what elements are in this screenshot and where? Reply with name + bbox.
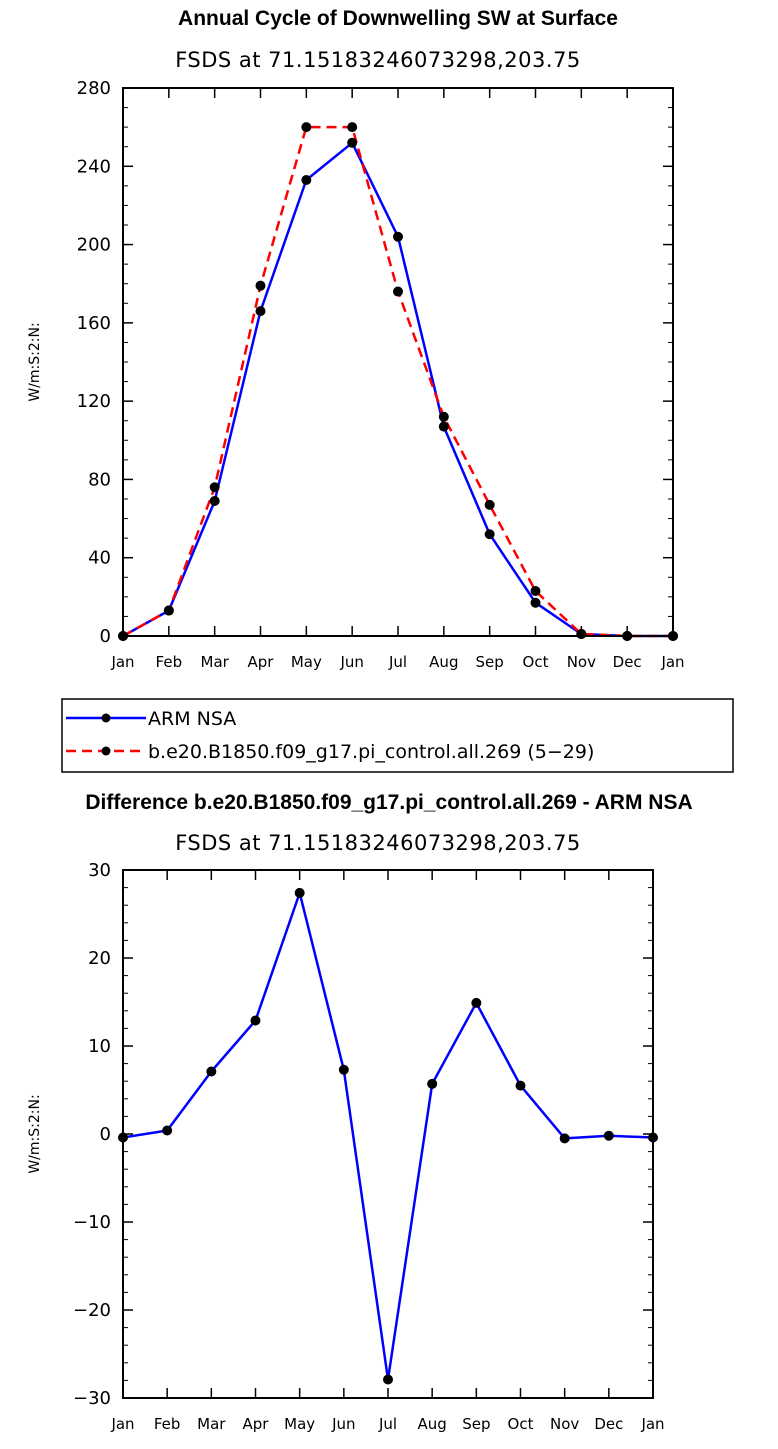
chart1-subtitle: FSDS at 71.15183246073298,203.75 <box>175 48 581 72</box>
c2-series-0-point-3 <box>250 1015 261 1026</box>
chart1-y-tick-labels: 0 40 80 120 160 200 240 280 <box>77 78 111 647</box>
chart1-frame <box>122 87 674 637</box>
c1-series-1-point-4 <box>301 122 312 133</box>
c1-xtick-label-5: Jun <box>339 653 363 671</box>
c1-series-1-point-7 <box>438 411 449 422</box>
chart2-title: Difference b.e20.B1850.f09_g17.pi_contro… <box>85 791 692 814</box>
chart2-x-tick-labels: Jan Feb Mar Apr May Jun Jul Aug Sep Oct Nov Dec Jan <box>110 1415 664 1433</box>
chart1-legend: ARM NSA b.e20.B1850.f09_g17.pi_control.a… <box>61 698 734 773</box>
chart2-y-tick-labels: −30 −20 −10 0 10 20 30 <box>73 860 111 1409</box>
chart2-ticks <box>122 869 654 1399</box>
c2-xtick-label-7: Aug <box>418 1415 447 1433</box>
legend-marker-model <box>101 746 111 756</box>
legend-label-arm-nsa: ARM NSA <box>148 708 236 730</box>
c1-ytick-label-7: 280 <box>77 78 111 99</box>
c1-xtick-label-10: Nov <box>567 653 596 671</box>
chart1-x-tick-labels: Jan Feb Mar Apr May Jun Jul Aug Sep Oct Nov Dec Jan <box>110 653 684 671</box>
c1-ytick-label-5: 200 <box>77 235 111 256</box>
c1-series-1-point-3 <box>255 280 266 291</box>
c1-xtick-label-4: May <box>291 653 322 671</box>
chart1-title: Annual Cycle of Downwelling SW at Surfac… <box>178 7 618 30</box>
c2-series-0-point-4 <box>294 887 305 898</box>
c2-series-0-point-8 <box>471 997 482 1008</box>
c2-xtick-label-3: Apr <box>243 1415 270 1433</box>
c2-ytick-label-3: 0 <box>100 1124 111 1145</box>
c1-series-1-point-2 <box>209 482 220 493</box>
chart1-series <box>118 122 678 641</box>
c2-series-0-point-1 <box>162 1125 173 1136</box>
c2-xtick-label-2: Mar <box>197 1415 226 1433</box>
chart2-series <box>118 887 658 1385</box>
c1-series-0-point-9 <box>530 597 541 608</box>
c1-xtick-label-0: Jan <box>110 653 134 671</box>
c2-ytick-label-2: −10 <box>73 1212 111 1233</box>
c1-series-0-point-7 <box>438 421 449 432</box>
chart1-ticks <box>122 87 674 637</box>
c2-series-0-point-10 <box>559 1133 570 1144</box>
c1-xtick-label-7: Aug <box>429 653 458 671</box>
c2-xtick-label-1: Feb <box>154 1415 181 1433</box>
c2-ytick-label-6: 30 <box>88 860 111 881</box>
c2-xtick-label-6: Jul <box>378 1415 397 1433</box>
c1-xtick-label-3: Apr <box>248 653 275 671</box>
c1-series-1-point-10 <box>576 629 587 640</box>
c1-series-1-point-6 <box>393 286 403 297</box>
c1-series-0-point-8 <box>484 529 495 540</box>
c1-series-line-0 <box>122 141 673 638</box>
c2-series-0-point-11 <box>603 1130 614 1141</box>
legend-label-model: b.e20.B1850.f09_g17.pi_control.all.269 (… <box>148 741 594 763</box>
c1-xtick-label-12: Jan <box>660 653 684 671</box>
chart2: Difference b.e20.B1850.f09_g17.pi_contro… <box>27 791 693 1433</box>
c1-series-0-point-3 <box>255 306 266 317</box>
c2-series-0-point-5 <box>338 1064 349 1075</box>
c1-series-1-point-5 <box>347 122 358 133</box>
c1-ytick-label-0: 0 <box>100 626 111 647</box>
c2-ytick-label-0: −30 <box>73 1388 111 1409</box>
c2-ytick-label-5: 20 <box>88 948 111 969</box>
c2-series-line-0 <box>122 891 654 1381</box>
c1-xtick-label-1: Feb <box>156 653 183 671</box>
c2-xtick-label-12: Jan <box>640 1415 664 1433</box>
c1-series-1-point-9 <box>530 585 541 596</box>
c2-ytick-label-1: −20 <box>73 1300 111 1321</box>
c2-xtick-label-5: Jun <box>331 1415 355 1433</box>
c2-series-0-point-6 <box>383 1374 393 1385</box>
c2-xtick-label-11: Dec <box>594 1415 623 1433</box>
c2-ytick-label-4: 10 <box>88 1036 111 1057</box>
c1-xtick-label-9: Oct <box>523 653 549 671</box>
chart1: Annual Cycle of Downwelling SW at Surfac… <box>27 7 685 671</box>
c2-xtick-label-8: Sep <box>462 1415 490 1433</box>
c1-ytick-label-2: 80 <box>88 469 111 490</box>
c2-xtick-label-4: May <box>284 1415 315 1433</box>
chart2-ylabel: W/m:S:2:N: <box>27 1094 43 1173</box>
c2-series-0-point-2 <box>206 1066 217 1077</box>
c1-ytick-label-6: 240 <box>77 156 111 177</box>
c1-xtick-label-6: Jul <box>388 653 407 671</box>
c1-series-0-point-4 <box>301 174 312 185</box>
c2-xtick-label-9: Oct <box>508 1415 534 1433</box>
c2-series-0-point-9 <box>515 1080 526 1091</box>
c1-ytick-label-3: 120 <box>77 391 111 412</box>
c1-ytick-label-1: 40 <box>88 548 111 569</box>
legend-box <box>61 698 734 773</box>
c1-xtick-label-2: Mar <box>201 653 230 671</box>
c1-series-0-point-6 <box>393 231 403 242</box>
c1-series-0-point-5 <box>347 137 358 148</box>
c1-series-line-1 <box>122 125 673 638</box>
c1-xtick-label-8: Sep <box>476 653 504 671</box>
chart1-ylabel: W/m:S:2:N: <box>27 322 43 401</box>
c2-xtick-label-0: Jan <box>110 1415 134 1433</box>
c1-series-1-point-1 <box>163 605 174 616</box>
chart2-frame <box>122 869 654 1399</box>
c1-series-1-point-8 <box>484 499 495 510</box>
c1-series-0-point-2 <box>209 495 220 506</box>
c1-ytick-label-4: 160 <box>77 313 111 334</box>
c2-series-0-point-7 <box>427 1078 438 1089</box>
chart2-subtitle: FSDS at 71.15183246073298,203.75 <box>175 831 581 855</box>
legend-marker-arm-nsa <box>101 713 111 723</box>
c1-xtick-label-11: Dec <box>613 653 642 671</box>
c2-xtick-label-10: Nov <box>550 1415 579 1433</box>
